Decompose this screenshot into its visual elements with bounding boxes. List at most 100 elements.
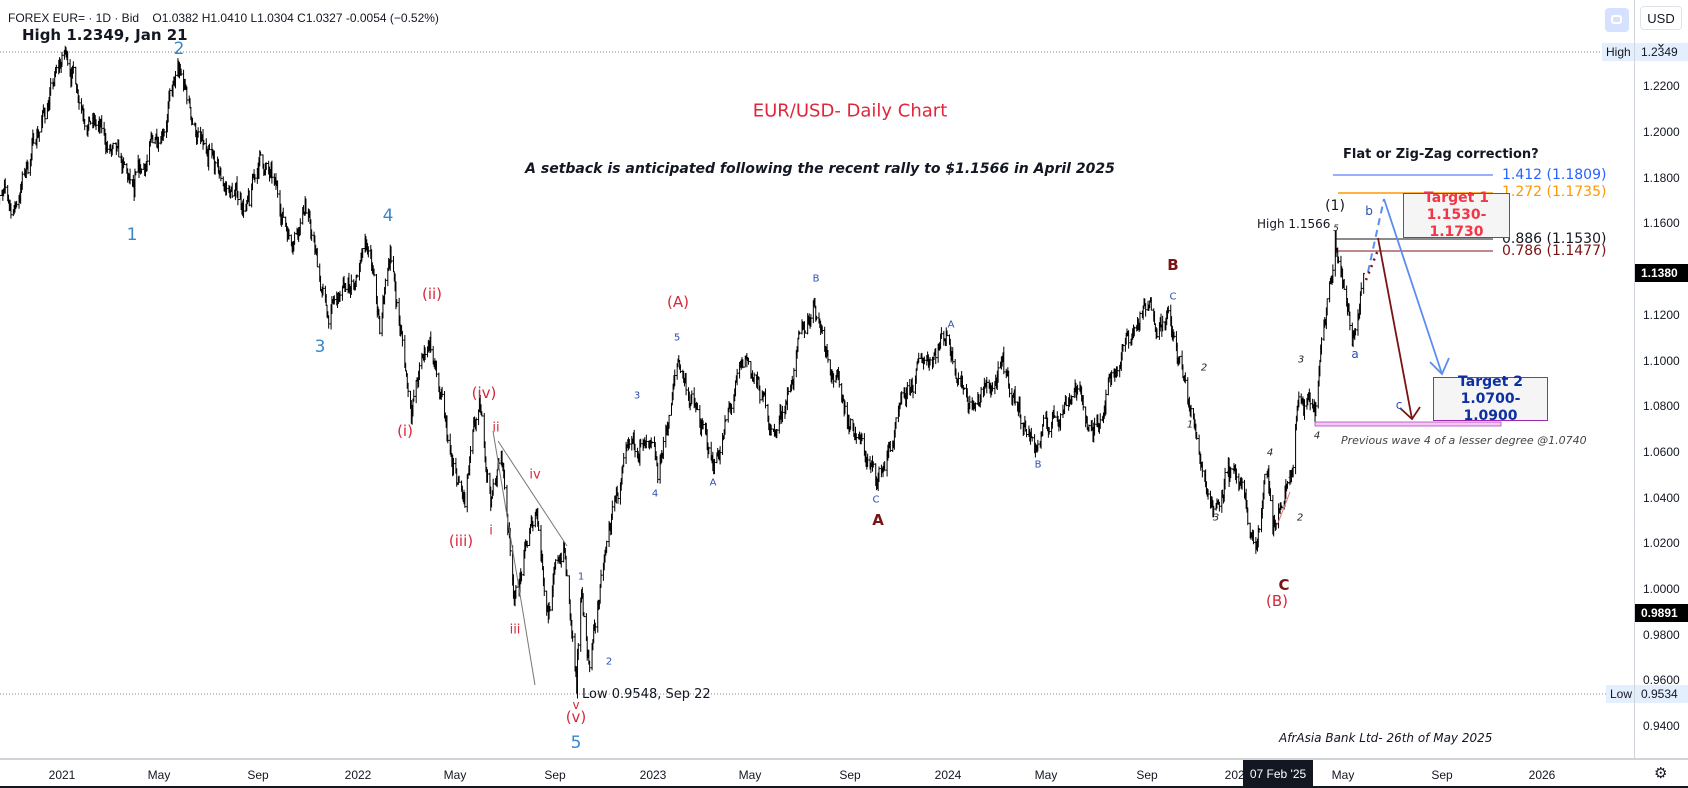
ohlc-bar xyxy=(1002,346,1005,375)
ohlc-bar xyxy=(321,283,325,296)
ohlc-bar xyxy=(690,390,693,405)
ohlc-bar xyxy=(1348,311,1352,331)
ohlc-bar xyxy=(713,458,716,475)
ohlc-bar xyxy=(344,283,347,292)
ohlc-bar xyxy=(168,88,171,102)
wave-label: 5 xyxy=(673,332,681,344)
ohlc-bar xyxy=(573,633,577,672)
ohlc-bar xyxy=(466,474,469,513)
ohlc-bar xyxy=(1320,337,1323,355)
ohlc-bar xyxy=(191,117,194,125)
ohlc-bar xyxy=(968,395,971,410)
chart-pane[interactable]: FOREX EUR= · 1D · Bid O1.0382 H1.0410 L1… xyxy=(0,0,1634,758)
time-tick: May xyxy=(147,768,171,782)
time-tick: Sep xyxy=(544,768,566,782)
ohlc-bar xyxy=(1263,473,1266,485)
settings-gear-icon[interactable]: ⚙ xyxy=(1654,765,1668,782)
ohlc-bar xyxy=(1280,505,1283,509)
wave-label: A xyxy=(709,477,717,489)
ohlc-bar xyxy=(1274,522,1278,530)
price-tick: 0.9800 xyxy=(1643,627,1680,642)
wave-label: B xyxy=(1167,256,1179,274)
ohlc-bar xyxy=(503,469,506,490)
ohlc-bar xyxy=(537,521,540,531)
wave-label: C xyxy=(1278,576,1290,594)
fullscreen-button[interactable] xyxy=(1605,8,1629,32)
ohlc-bar xyxy=(832,373,835,388)
ohlc-bar xyxy=(293,231,296,245)
ohlc-bar xyxy=(775,428,779,439)
wave-label: (iv) xyxy=(471,384,497,402)
ohlc-bar xyxy=(1099,413,1102,429)
ohlc-bar xyxy=(667,414,671,429)
ohlc-bar xyxy=(974,402,977,412)
ohlc-bar xyxy=(117,139,120,158)
ohlc-bar xyxy=(1127,330,1130,349)
ohlc-bar xyxy=(804,330,807,334)
symbol-info[interactable]: FOREX EUR= · 1D · Bid xyxy=(8,11,140,25)
ohlc-bar xyxy=(145,154,149,172)
ohlc-bar xyxy=(1303,399,1306,420)
crosshair-date-badge: 07 Feb '25 xyxy=(1243,760,1313,788)
ohlc-bar xyxy=(350,274,353,295)
ohlc-bar xyxy=(821,325,824,334)
currency-button[interactable]: USD ⌄ xyxy=(1640,6,1682,50)
time-tick: Sep xyxy=(839,768,861,782)
ohlc-bar xyxy=(43,107,47,124)
ohlc-bar xyxy=(1277,503,1280,529)
ohlc-bar xyxy=(157,136,160,152)
ohlc-bar xyxy=(1257,528,1261,533)
time-axis[interactable]: 2021 May Sep 2022 May Sep 2023 May Sep 2… xyxy=(0,758,1688,788)
ohlc-bar xyxy=(32,132,35,144)
ohlc-bar xyxy=(1013,386,1017,406)
wave-label: 1 xyxy=(126,225,138,245)
ohlc-bar xyxy=(860,433,864,442)
ohlc-bar xyxy=(196,127,200,138)
ohlc-bar xyxy=(1218,501,1221,512)
ohlc-bar xyxy=(208,143,211,151)
ohlc-bar xyxy=(392,256,395,273)
ohlc-bar xyxy=(945,330,949,337)
price-tick: 1.1000 xyxy=(1643,353,1680,368)
ohlc-bar xyxy=(429,331,432,353)
ohlc-bar xyxy=(1235,468,1238,484)
ohlc-bar xyxy=(571,630,574,642)
ohlc-bar xyxy=(650,441,654,444)
ohlc-bar xyxy=(1121,343,1125,352)
ohlc-bar xyxy=(1212,505,1215,518)
ohlc-bar xyxy=(792,367,796,391)
ohlc-bar xyxy=(162,128,166,137)
ohlc-bar xyxy=(611,500,614,520)
ohlc-bar xyxy=(389,246,393,264)
ohlc-bar xyxy=(123,161,126,166)
price-tick: 1.0000 xyxy=(1643,582,1680,596)
ohlc-bar xyxy=(1167,305,1170,314)
ohlc-bar xyxy=(474,417,478,432)
ohlc-bar xyxy=(60,51,64,67)
ohlc-bar xyxy=(1104,389,1108,415)
footer-credit: AfrAsia Bank Ltd- 26th of May 2025 xyxy=(1279,731,1493,745)
ohlc-bar xyxy=(872,461,875,468)
ohlc-bar xyxy=(1197,434,1201,455)
ohlc-bar xyxy=(1070,395,1074,405)
ohlc-bar xyxy=(1008,383,1011,398)
ohlc-bar xyxy=(996,361,1000,383)
wave-label: 4 xyxy=(651,488,659,500)
chart-subtitle: A setback is anticipated following the r… xyxy=(525,161,1115,177)
symbol-legend[interactable]: FOREX EUR= · 1D · Bid O1.0382 H1.0410 L1… xyxy=(8,11,439,25)
ohlc-bar xyxy=(548,606,552,612)
ohlc-bar xyxy=(1093,417,1096,436)
ohlc-bar xyxy=(849,418,852,430)
time-tick: May xyxy=(738,768,762,782)
wave-label: iii xyxy=(509,622,521,638)
ohlc-bar xyxy=(253,174,257,183)
wave-label: iv xyxy=(529,467,541,483)
ohlc-bar xyxy=(338,290,342,302)
ohlc-bar xyxy=(673,369,676,387)
ohlc-bar xyxy=(1354,328,1357,336)
ohlc-bar xyxy=(752,372,756,385)
price-axis[interactable]: 1.2200 1.2000 1.1800 1.1600 1.1200 1.1000 1.08… xyxy=(1634,0,1688,758)
ohlc-bar xyxy=(1087,424,1091,432)
wedge-line-upper xyxy=(497,440,568,547)
ohlc-bar xyxy=(1343,278,1346,290)
